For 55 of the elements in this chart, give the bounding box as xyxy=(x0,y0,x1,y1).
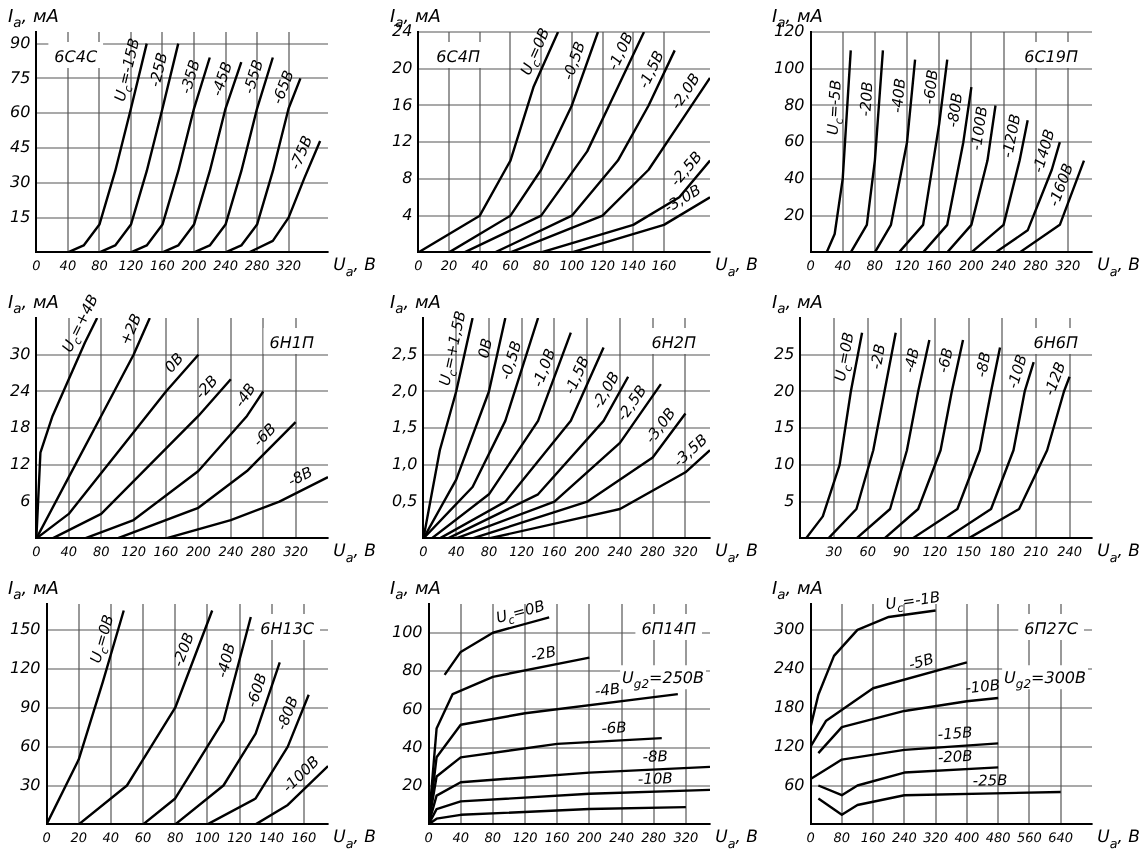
text: 6Н6П xyxy=(1033,334,1079,352)
y-tick-label: 20 xyxy=(402,776,423,795)
y-tick-label: 300 xyxy=(773,620,805,639)
text: 6С19П xyxy=(1024,48,1079,66)
y-tick-label: 4 xyxy=(402,205,413,224)
y-tick-label: 18 xyxy=(9,418,31,437)
y-tick-label: 2,5 xyxy=(391,344,418,363)
y-tick-label: 60 xyxy=(20,736,41,755)
y-tick-label: 60 xyxy=(9,103,31,122)
y-tick-label: 20 xyxy=(784,205,805,224)
y-tick-label: 80 xyxy=(402,661,423,680)
y-tick-label: 20 xyxy=(391,58,413,77)
y-tick-label: 12 xyxy=(9,455,31,474)
y-tick-label: 1,0 xyxy=(391,455,418,474)
text: 6Н1П xyxy=(269,334,315,352)
y-tick-label: 60 xyxy=(784,132,805,151)
y-tick-label: 60 xyxy=(402,699,423,718)
y-tick-label: 0,5 xyxy=(391,491,418,510)
y-tick-label: 30 xyxy=(9,344,31,363)
y-tick-label: 12 xyxy=(391,132,413,151)
y-tick-label: 100 xyxy=(391,622,423,641)
y-tick-label: 240 xyxy=(773,658,805,677)
text: 6С4П xyxy=(436,48,480,66)
text: 6С4С xyxy=(54,48,98,66)
y-tick-label: 40 xyxy=(402,737,423,756)
y-tick-label: 80 xyxy=(784,95,805,114)
y-tick-label: 5 xyxy=(784,491,795,510)
y-tick-label: 16 xyxy=(391,95,413,114)
y-tick-label: 40 xyxy=(784,169,805,188)
y-tick-label: 10 xyxy=(773,455,795,474)
y-tick-label: 75 xyxy=(9,68,31,87)
y-tick-label: 25 xyxy=(773,344,795,363)
y-tick-label: 120 xyxy=(773,736,805,755)
y-tick-label: 20 xyxy=(773,381,795,400)
y-tick-label: 2,0 xyxy=(391,381,418,400)
y-tick-label: 8 xyxy=(402,169,413,188)
y-tick-label: 120 xyxy=(9,658,41,677)
y-tick-label: 15 xyxy=(9,207,31,226)
y-tick-label: 1,5 xyxy=(391,418,418,437)
text: 6П14П xyxy=(641,620,697,638)
y-tick-label: 60 xyxy=(784,775,805,794)
y-tick-label: 150 xyxy=(9,620,41,639)
text: 6П27С xyxy=(1024,620,1079,638)
y-tick-label: 90 xyxy=(20,697,41,716)
y-tick-label: 45 xyxy=(9,138,31,157)
y-tick-label: 15 xyxy=(773,418,795,437)
text: 6Н13С xyxy=(260,620,315,638)
y-tick-label: 90 xyxy=(9,33,31,52)
y-tick-label: 30 xyxy=(9,172,31,191)
y-tick-label: 180 xyxy=(773,697,805,716)
y-tick-label: 6 xyxy=(20,491,31,510)
text: 6Н2П xyxy=(651,334,697,352)
y-tick-label: 24 xyxy=(9,381,31,400)
y-tick-label: 100 xyxy=(773,58,805,77)
y-tick-label: 30 xyxy=(20,775,41,794)
